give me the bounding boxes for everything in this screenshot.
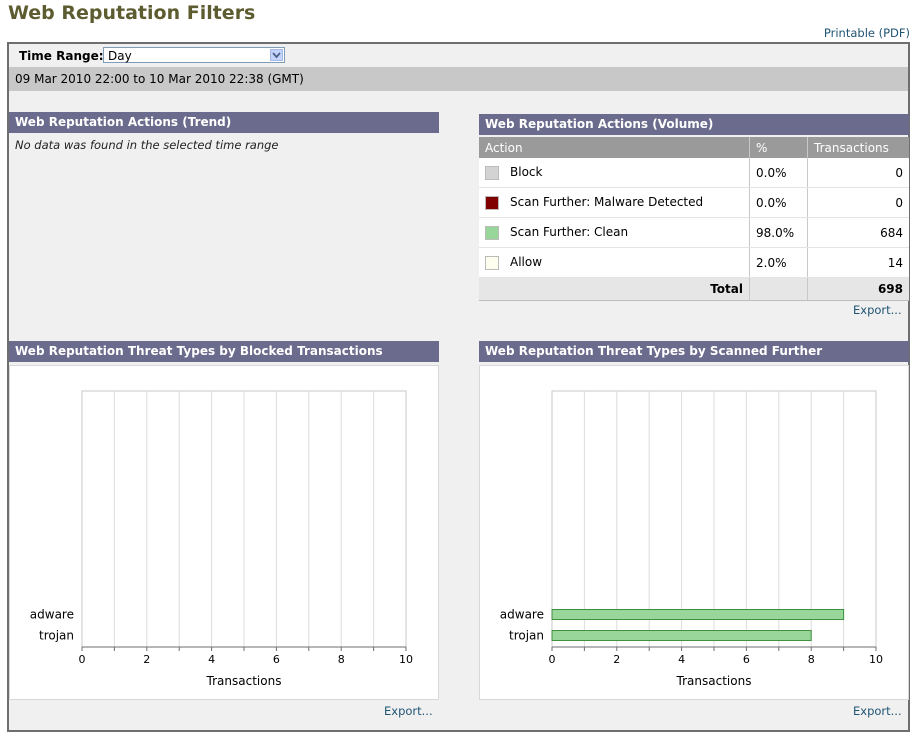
percent-value: 98.0% bbox=[749, 217, 808, 248]
table-row: Allow 2.0% 14 bbox=[479, 247, 909, 278]
y-category-label: adware bbox=[30, 608, 74, 622]
percent-value: 2.0% bbox=[749, 247, 808, 278]
y-category-label: adware bbox=[500, 608, 544, 622]
printable-pdf-link[interactable]: Printable (PDF) bbox=[823, 26, 910, 40]
volume-panel-title: Web Reputation Actions (Volume) bbox=[479, 114, 909, 135]
legend-swatch-malware bbox=[485, 195, 499, 210]
column-header-percent[interactable]: % bbox=[749, 137, 808, 158]
total-label: Total bbox=[479, 277, 750, 301]
trend-panel-title: Web Reputation Actions (Trend) bbox=[9, 112, 439, 133]
transactions-value: 14 bbox=[807, 247, 909, 278]
scanned-chart: 0 2 4 6 8 10 Transactions adware trojan bbox=[479, 365, 909, 700]
percent-value: 0.0% bbox=[749, 158, 808, 188]
legend-swatch-allow bbox=[485, 255, 499, 270]
action-label: Block bbox=[510, 165, 543, 180]
legend-swatch-block bbox=[485, 165, 499, 180]
action-label: Scan Further: Malware Detected bbox=[510, 195, 704, 210]
table-row: Scan Further: Malware Detected 0.0% 0 bbox=[479, 187, 909, 218]
trend-empty-message: No data was found in the selected time r… bbox=[15, 138, 279, 152]
bar-trojan bbox=[551, 630, 812, 641]
time-range-select[interactable]: Day bbox=[103, 47, 285, 63]
y-category-label: trojan bbox=[509, 629, 544, 643]
volume-table: Action % Transactions Block 0.0% 0 Scan … bbox=[479, 137, 909, 301]
blocked-chart: 0 2 4 6 8 10 Transactions adware trojan bbox=[9, 365, 439, 700]
x-tick-label: 6 bbox=[273, 653, 280, 666]
x-tick-label: 4 bbox=[208, 653, 215, 666]
transactions-value: 684 bbox=[807, 217, 909, 248]
page-title: Web Reputation Filters bbox=[8, 2, 256, 24]
date-range-bar: 09 Mar 2010 22:00 to 10 Mar 2010 22:38 (… bbox=[9, 67, 908, 91]
x-tick-label: 0 bbox=[79, 653, 86, 666]
blocked-export-link[interactable]: Export... bbox=[384, 704, 433, 718]
x-axis-label: Transactions bbox=[676, 674, 752, 688]
date-range-text: 09 Mar 2010 22:00 to 10 Mar 2010 22:38 (… bbox=[15, 72, 304, 86]
volume-export-link[interactable]: Export... bbox=[853, 303, 902, 317]
blocked-chart-svg: 0 2 4 6 8 10 Transactions adware trojan bbox=[30, 390, 413, 688]
table-row: Scan Further: Clean 98.0% 684 bbox=[479, 217, 909, 248]
x-tick-label: 8 bbox=[338, 653, 345, 666]
scanned-panel-title: Web Reputation Threat Types by Scanned F… bbox=[479, 341, 909, 379]
transactions-value: 0 bbox=[807, 187, 909, 218]
total-value: 698 bbox=[807, 277, 909, 301]
column-header-transactions[interactable]: Transactions bbox=[807, 137, 909, 158]
percent-value: 0.0% bbox=[749, 187, 808, 218]
x-tick-label: 8 bbox=[808, 653, 815, 666]
transactions-value: 0 bbox=[807, 158, 909, 188]
time-range-selected-value: Day bbox=[108, 49, 132, 63]
blocked-panel-title: Web Reputation Threat Types by Blocked T… bbox=[9, 341, 439, 362]
legend-swatch-clean bbox=[485, 225, 499, 240]
x-tick-label: 0 bbox=[549, 653, 556, 666]
x-axis-label: Transactions bbox=[206, 674, 282, 688]
chevron-down-icon[interactable] bbox=[270, 49, 283, 61]
x-tick-label: 6 bbox=[743, 653, 750, 666]
total-row: Total 698 bbox=[479, 277, 909, 301]
x-tick-label: 10 bbox=[399, 653, 413, 666]
action-label: Allow bbox=[510, 255, 543, 270]
x-tick-label: 2 bbox=[613, 653, 620, 666]
time-range-label: Time Range: bbox=[19, 49, 104, 63]
y-category-label: trojan bbox=[39, 629, 74, 643]
x-tick-label: 4 bbox=[678, 653, 685, 666]
bar-adware bbox=[551, 609, 845, 620]
scanned-chart-svg: 0 2 4 6 8 10 Transactions adware trojan bbox=[500, 390, 883, 688]
column-header-action[interactable]: Action bbox=[479, 137, 750, 158]
scanned-export-link[interactable]: Export... bbox=[853, 704, 902, 718]
x-tick-label: 10 bbox=[869, 653, 883, 666]
x-tick-label: 2 bbox=[143, 653, 150, 666]
action-label: Scan Further: Clean bbox=[510, 225, 629, 240]
table-row: Block 0.0% 0 bbox=[479, 158, 909, 188]
